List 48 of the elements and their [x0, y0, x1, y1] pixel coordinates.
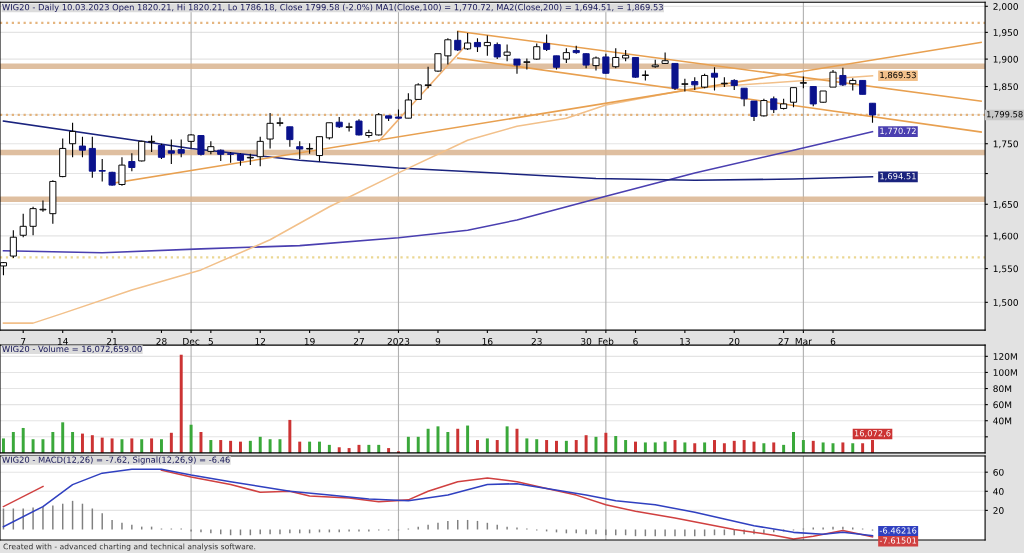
y-tick-label: 1,600	[993, 232, 1018, 241]
y-tick-label: 2,000	[993, 3, 1018, 11]
y-tick-label: 80M	[993, 385, 1012, 393]
y-tick-label: 1,650	[993, 200, 1018, 209]
data-label: 16,072,6	[854, 430, 891, 438]
y-tick-label: 1,850	[993, 83, 1018, 92]
y-tick-label: 60	[993, 468, 1004, 476]
y-tick-label: 1,950	[993, 29, 1018, 37]
x-tick-label: 6	[633, 337, 638, 345]
x-tick-label: 19	[304, 337, 315, 345]
data-label: -6.46216	[879, 527, 917, 534]
y-tick-label: 40	[993, 488, 1004, 495]
x-tick-label: 23	[531, 337, 542, 345]
y-tick-label: 40M	[993, 417, 1012, 425]
chart-title: WIG20 - Daily 10.03.2023 Open 1820.21, Hi 1820.21, Lo 1786.18, Close 1799.58 (-2.0%) MA1(Close,100) = 1,770.72, MA2(Close,200) = 1,694.51, = 1,869.53	[2, 3, 663, 12]
x-tick-label: 27	[778, 337, 789, 345]
x-tick-label: Mar	[795, 338, 812, 345]
x-tick-label: 7	[21, 338, 26, 345]
chart-title: WIG20 - Volume = 16,072,659.00	[2, 345, 142, 353]
x-tick-label: 16	[482, 337, 493, 345]
x-tick-label: 28	[156, 337, 167, 345]
y-tick-label: 1,500	[993, 299, 1018, 307]
x-tick-label: 6	[830, 337, 836, 345]
y-tick-label: 1,750	[993, 140, 1018, 149]
x-tick-label: 27	[353, 337, 364, 345]
x-tick-label: 14	[57, 338, 68, 345]
x-tick-label: 21	[107, 337, 117, 345]
y-tick-label: 120M	[993, 353, 1017, 360]
y-tick-label: 20	[993, 507, 1004, 514]
x-tick-label: 5	[208, 338, 213, 345]
data-label: -7.61501	[879, 537, 917, 544]
data-label: 1,869.53	[880, 71, 916, 79]
x-tick-label: 9	[435, 337, 441, 345]
data-label: 1,770.72	[880, 127, 916, 135]
x-tick-label: Dec	[183, 338, 200, 345]
x-tick-label: 2023	[387, 337, 410, 345]
x-tick-label: 20	[729, 337, 740, 345]
x-tick-label: Feb	[598, 337, 614, 345]
chart-title: WIG20 - MACD(12,26) = -7.62, Signal(12,26,9) = -6.46	[2, 456, 230, 465]
x-tick-label: 30	[581, 337, 592, 345]
y-tick-label: 1,900	[993, 55, 1018, 64]
ref-line-label: 1,799.58	[987, 111, 1023, 119]
y-tick-label: 100M	[993, 369, 1017, 376]
data-label: 1,694.51	[880, 172, 916, 181]
y-tick-label: 60M	[993, 401, 1012, 409]
x-tick-label: 12	[255, 337, 266, 345]
x-tick-label: 13	[680, 337, 690, 345]
y-tick-label: 1,550	[993, 265, 1018, 274]
